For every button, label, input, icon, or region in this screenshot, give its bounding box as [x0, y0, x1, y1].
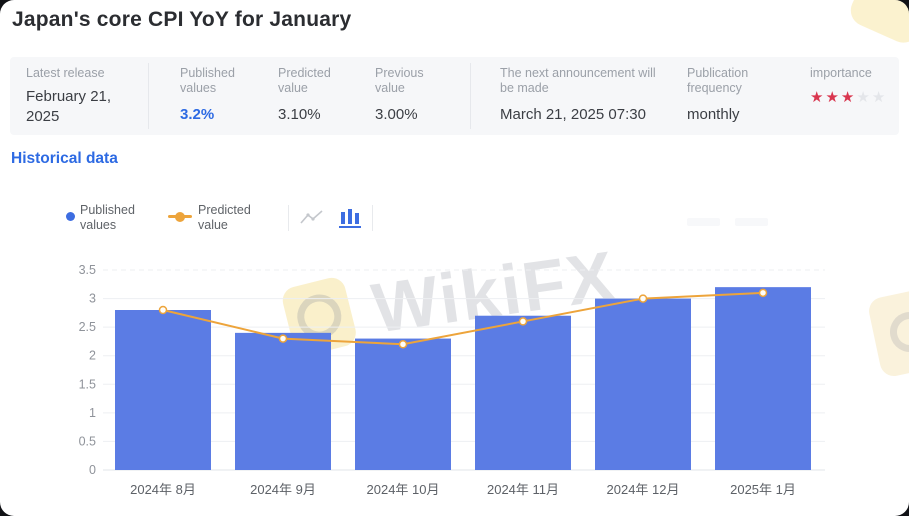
next-announcement-value: March 21, 2025 07:30 — [500, 106, 646, 123]
published-values-field: Published values 3.2% — [180, 66, 260, 125]
importance-label: importance — [810, 66, 872, 80]
latest-release-field: Latest release February 21, 2025 — [26, 66, 151, 127]
predicted-line-icon — [168, 211, 192, 222]
star-empty-icon: ★ — [856, 89, 872, 106]
info-divider — [470, 63, 471, 129]
line-chart-icon — [300, 210, 323, 224]
info-divider — [148, 63, 149, 129]
published-values-value: 3.2% — [180, 106, 215, 123]
legend-separator — [372, 205, 373, 231]
faded-chip — [735, 218, 768, 226]
predicted-value-field: Predicted value 3.10% — [278, 66, 358, 125]
svg-text:2: 2 — [89, 349, 96, 363]
importance-stars: ★★★★★ — [810, 88, 909, 106]
svg-text:1: 1 — [89, 406, 96, 420]
historical-data-link[interactable]: Historical data — [11, 150, 118, 167]
star-filled-icon: ★ — [840, 89, 857, 106]
chart-legend-row: Published values Predicted value — [0, 198, 909, 238]
svg-text:1.5: 1.5 — [79, 377, 96, 391]
legend-predicted-label: Predicted value — [198, 203, 251, 232]
publication-frequency-label: Publication frequency — [687, 66, 749, 95]
svg-text:2024年 8月: 2024年 8月 — [130, 482, 196, 497]
latest-release-label: Latest release — [26, 66, 105, 80]
next-announcement-field: The next announcement will be made March… — [500, 66, 680, 125]
svg-text:2025年 1月: 2025年 1月 — [730, 482, 796, 497]
importance-field: importance ★★★★★ — [810, 66, 909, 106]
svg-text:2024年 10月: 2024年 10月 — [367, 482, 440, 497]
publication-frequency-value: monthly — [687, 106, 740, 123]
star-empty-icon: ★ — [871, 89, 888, 106]
line-chart-toggle[interactable] — [299, 207, 325, 229]
published-dot-icon — [66, 212, 75, 221]
historical-chart[interactable]: 0 0.5 1 1.5 2 2.5 3 3.5 2024年 8月 2024年 9月 2024年 10… — [0, 250, 909, 516]
star-filled-icon: ★ — [810, 89, 826, 106]
watermark-logo-blob — [845, 0, 909, 48]
svg-text:3: 3 — [89, 292, 96, 306]
legend-published-label: Published values — [80, 203, 135, 232]
bar-chart-icon — [339, 209, 361, 228]
legend-separator — [288, 205, 289, 231]
previous-value-label: Previous value — [375, 66, 424, 95]
predicted-value-value: 3.10% — [278, 106, 321, 123]
svg-text:2024年 11月: 2024年 11月 — [487, 482, 559, 497]
legend-item-predicted[interactable]: Predicted value — [168, 198, 260, 233]
indicator-info-bar: Latest release February 21, 2025 Publish… — [10, 57, 899, 135]
previous-value-field: Previous value 3.00% — [375, 66, 455, 125]
latest-release-value: February 21, 2025 — [26, 88, 112, 125]
svg-text:2.5: 2.5 — [79, 320, 96, 334]
svg-text:0.5: 0.5 — [79, 434, 96, 448]
published-values-label: Published values — [180, 66, 235, 95]
bar-chart-toggle[interactable] — [337, 207, 363, 229]
svg-text:2024年 12月: 2024年 12月 — [607, 482, 680, 497]
predicted-value-label: Predicted value — [278, 66, 331, 95]
publication-frequency-field: Publication frequency monthly — [687, 66, 787, 125]
faded-chip — [687, 218, 720, 226]
star-filled-icon: ★ — [825, 89, 841, 106]
svg-text:0: 0 — [89, 463, 96, 477]
page-title: Japan's core CPI YoY for January — [12, 8, 352, 31]
svg-text:3.5: 3.5 — [79, 263, 96, 277]
previous-value-value: 3.00% — [375, 106, 418, 123]
chart-canvas[interactable]: 0 0.5 1 1.5 2 2.5 3 3.5 2024年 8月 2024年 9月 2024年 10… — [0, 250, 909, 516]
next-announcement-label: The next announcement will be made — [500, 66, 656, 95]
svg-text:2024年 9月: 2024年 9月 — [250, 482, 316, 497]
legend-item-published[interactable]: Published values — [66, 198, 142, 233]
